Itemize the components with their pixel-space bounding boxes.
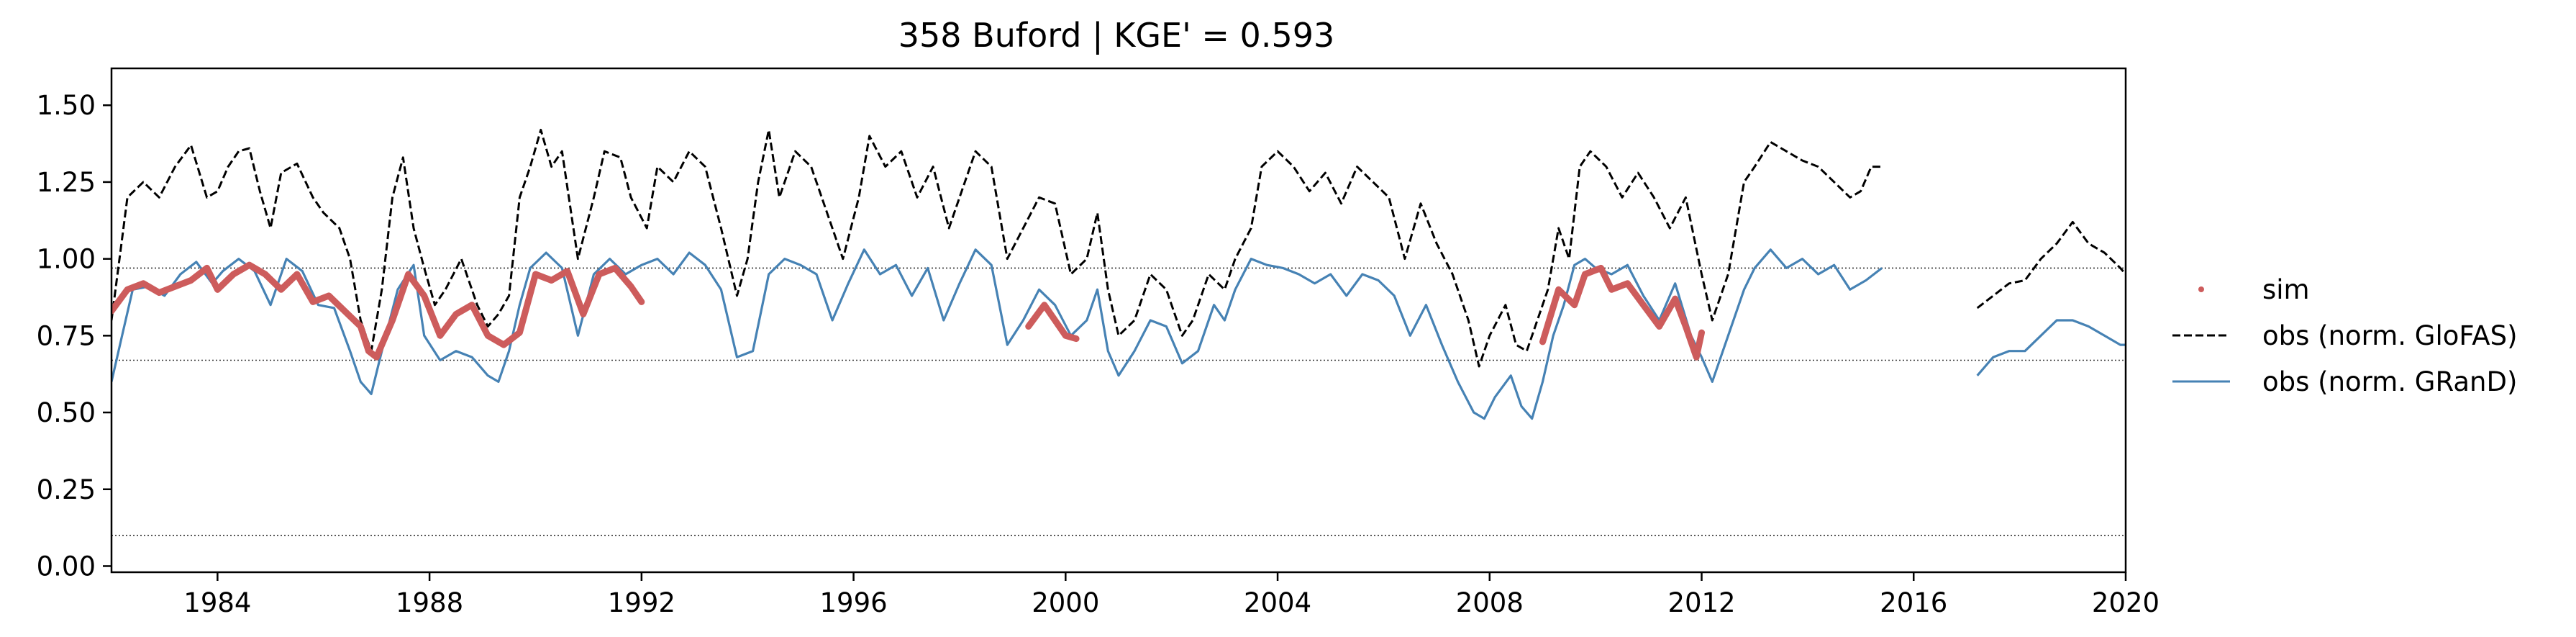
- chart-title: 358 Buford | KGE' = 0.593: [898, 16, 1335, 55]
- series-sim-segment-1: [1025, 302, 1080, 343]
- series-obs-norm-glofas-segment-0: [111, 128, 1883, 368]
- legend: sim obs (norm. GloFAS) obs (norm. GRanD): [2172, 274, 2518, 397]
- series-obs-norm-glofas-segment-1: [1976, 220, 2126, 310]
- x-tick-label: 2020: [2092, 587, 2159, 618]
- y-tick-label: 0.75: [37, 320, 96, 351]
- plot-frame: [110, 67, 2127, 574]
- series-layer: [111, 128, 2126, 420]
- series-sim-segment-2: [1539, 264, 1705, 361]
- x-axis: 1984 1988 1992 1996 2000 2004 2008 2012 2016 2020: [183, 572, 2159, 618]
- y-tick-label: 1.50: [37, 90, 96, 121]
- series-sim-segment-0: [111, 261, 645, 361]
- y-tick-label: 1.25: [37, 167, 96, 198]
- series-obs-norm-grand-segment-0: [111, 248, 1883, 420]
- x-tick-label: 1984: [183, 587, 251, 618]
- reference-lines: [111, 267, 2126, 536]
- y-tick-label: 1.00: [37, 244, 96, 275]
- x-tick-label: 2016: [1880, 587, 1947, 618]
- y-axis: 0.00 0.25 0.50 0.75 1.00 1.25 1.50: [37, 90, 111, 582]
- x-tick-label: 1996: [819, 587, 887, 618]
- x-tick-label: 1992: [608, 587, 675, 618]
- x-tick-label: 2008: [1456, 587, 1524, 618]
- legend-label: sim: [2262, 274, 2310, 305]
- series-obs-norm-grand-segment-1: [1976, 319, 2126, 376]
- y-tick-label: 0.50: [37, 397, 96, 428]
- x-tick-label: 2004: [1244, 587, 1311, 618]
- y-tick-label: 0.00: [37, 551, 96, 582]
- y-tick-label: 0.25: [37, 474, 96, 505]
- x-tick-label: 1988: [396, 587, 463, 618]
- legend-label: obs (norm. GloFAS): [2262, 320, 2518, 351]
- x-tick-label: 2012: [1667, 587, 1735, 618]
- legend-label: obs (norm. GRanD): [2262, 366, 2517, 397]
- x-tick-label: 2000: [1032, 587, 1099, 618]
- legend-marker: [2198, 286, 2204, 292]
